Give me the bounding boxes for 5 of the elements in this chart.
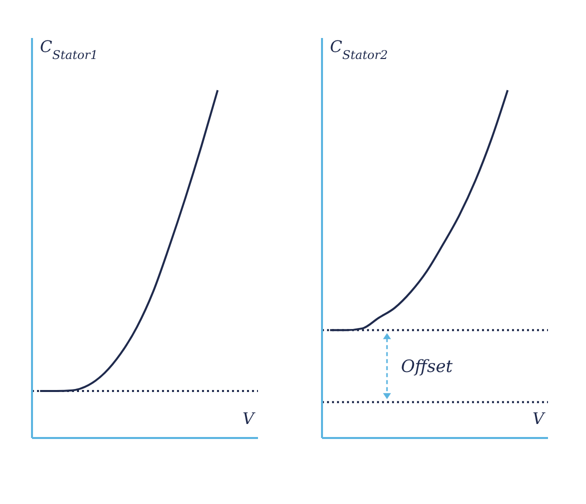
y-axis-title: C$_{Stator2}$ (330, 37, 388, 62)
annotation: Offset (401, 357, 453, 378)
x-axis-title: V (532, 409, 546, 428)
y-axis-title: C$_{Stator1}$ (40, 37, 98, 62)
x-axis-title: V (242, 409, 256, 428)
